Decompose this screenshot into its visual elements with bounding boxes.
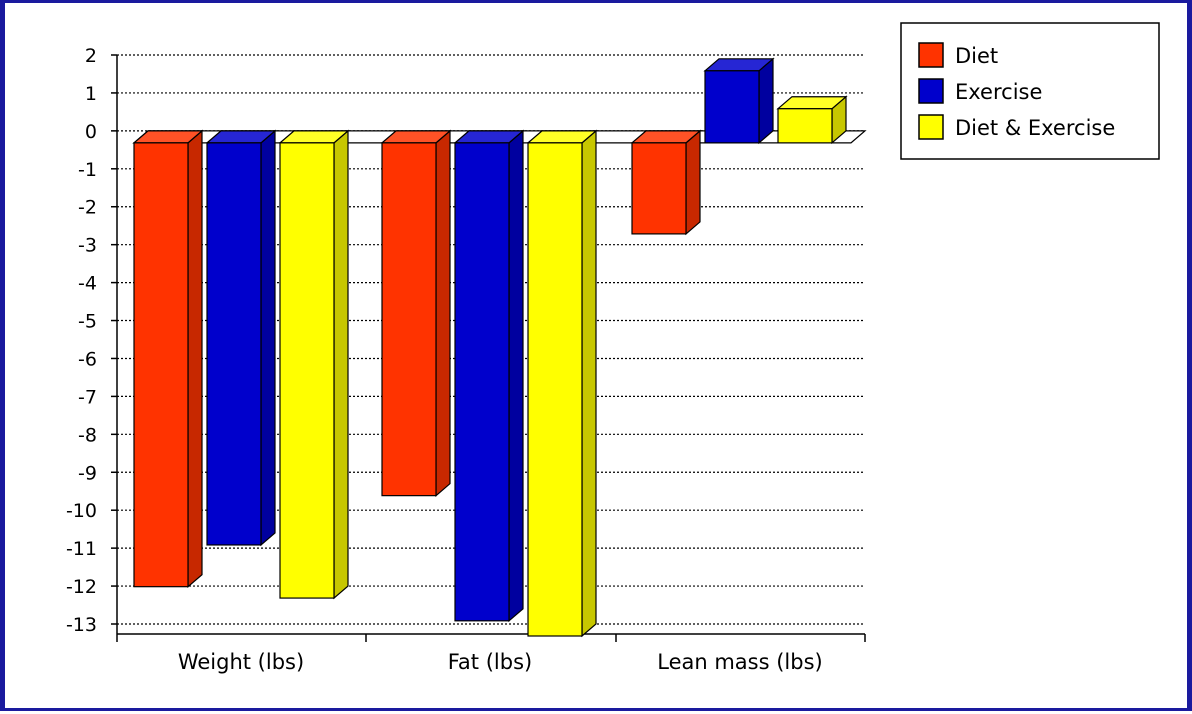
bar-diet-2 [380, 129, 452, 497]
bar-diet-1 [132, 129, 204, 588]
y-tick-label: -13 [66, 614, 97, 636]
bar-front-face [777, 108, 833, 144]
y-tick-label: -9 [78, 462, 97, 484]
y-tick-label: -5 [78, 311, 97, 333]
bar-side-face [508, 129, 524, 623]
bar-front-face [206, 142, 262, 546]
y-tick-label: -8 [78, 424, 97, 446]
y-tick-label: -11 [66, 538, 97, 560]
y-tick-label: 0 [85, 121, 97, 143]
y-tick-label: -10 [66, 500, 97, 522]
y-tick-label: -4 [78, 273, 97, 295]
legend-box [900, 22, 1160, 160]
bar-exercise-3 [703, 57, 775, 145]
legend-swatch [918, 42, 944, 68]
legend-swatch [918, 78, 944, 104]
bar-exercise-2 [453, 129, 525, 623]
bar-exercise-1 [205, 129, 277, 547]
y-tick-label: -2 [78, 197, 97, 219]
legend-label: Exercise [955, 80, 1042, 104]
bar-side-face [260, 129, 276, 547]
legend-swatch [918, 114, 944, 140]
bar-front-face [279, 142, 335, 599]
y-tick-label: -12 [66, 576, 97, 598]
bar-side-face [333, 129, 349, 600]
y-tick-label: -1 [78, 159, 97, 181]
x-category-label: Lean mass (lbs) [657, 650, 822, 674]
bars [132, 57, 848, 638]
bar-chart: 2 1 0 -1 -2 -3 -4 -5 -6 -7 -8 -9 -10 -11 -12 -13 Weight … [66, 22, 1160, 674]
legend-label: Diet & Exercise [955, 116, 1115, 140]
bar-diet-exercise-3 [776, 95, 848, 145]
bar-front-face [527, 142, 583, 637]
bar-side-face [685, 129, 701, 236]
bar-diet-3 [630, 129, 702, 236]
bar-front-face [704, 70, 760, 144]
x-category-label: Fat (lbs) [448, 650, 532, 674]
legend: Diet Exercise Diet & Exercise [900, 22, 1160, 160]
bar-front-face [133, 142, 189, 588]
y-tick-label: -6 [78, 348, 97, 370]
bar-side-face [187, 129, 203, 588]
y-tick-label: 1 [85, 83, 97, 105]
bar-side-face [581, 129, 597, 638]
bar-diet-exercise-1 [278, 129, 350, 600]
x-category-label: Weight (lbs) [178, 650, 304, 674]
y-tick-label: -7 [78, 386, 97, 408]
bar-front-face [631, 142, 687, 235]
bar-side-face [435, 129, 451, 497]
bar-front-face [381, 142, 437, 497]
y-tick-label: -3 [78, 235, 97, 257]
bar-diet-exercise-2 [526, 129, 598, 638]
bar-front-face [454, 142, 510, 622]
y-tick-label: 2 [85, 45, 97, 67]
legend-label: Diet [955, 44, 998, 68]
bar-side-face [758, 57, 774, 145]
